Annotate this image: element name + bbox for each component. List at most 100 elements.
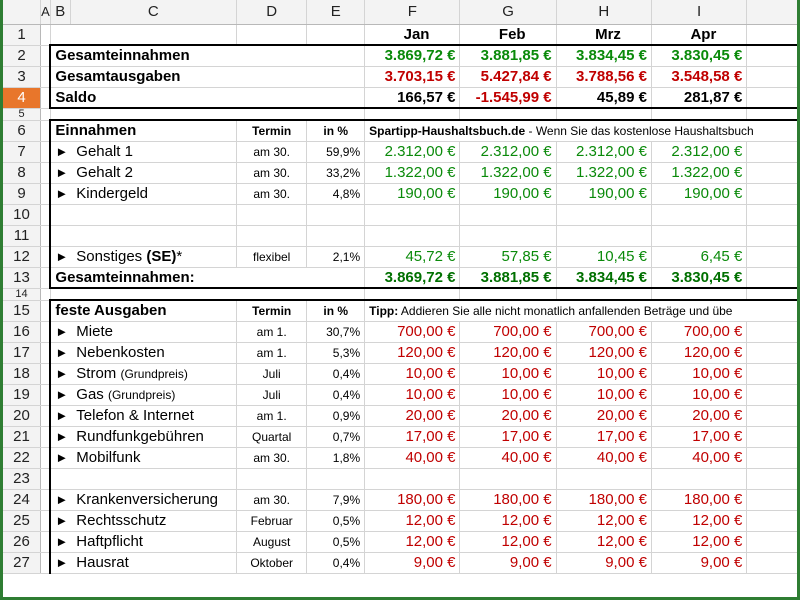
expense-cell[interactable]: 120,00 € (364, 342, 461, 364)
month-apr[interactable]: Apr (651, 24, 748, 46)
expense-row-pct[interactable]: 0,4% (306, 384, 366, 406)
expense-row-label[interactable]: ► Rundfunkgebühren (49, 426, 238, 448)
expense-cell[interactable]: 20,00 € (651, 405, 748, 427)
expense-cell[interactable]: 10,00 € (556, 363, 652, 385)
expense-cell[interactable]: 120,00 € (651, 342, 748, 364)
income-cell[interactable]: 190,00 € (459, 183, 557, 205)
expense-row-label[interactable]: ► Rechtsschutz (49, 510, 238, 532)
expense-cell[interactable]: 12,00 € (651, 510, 748, 532)
fixed-col-termin[interactable]: Termin (236, 299, 308, 322)
row-header-2[interactable]: 2 (3, 45, 42, 67)
expense-cell[interactable]: 40,00 € (556, 447, 652, 469)
expense-cell[interactable]: 10,00 € (651, 363, 748, 385)
row-header-8[interactable]: 8 (3, 162, 42, 184)
row-header-25[interactable]: 25 (3, 510, 42, 532)
income-total-cell[interactable]: 3.869,72 € (364, 267, 461, 289)
expense-cell[interactable]: 12,00 € (364, 531, 461, 553)
row-header-21[interactable]: 21 (3, 426, 42, 448)
income-cell[interactable]: 57,85 € (459, 246, 557, 268)
col-header-e[interactable]: E (306, 0, 366, 25)
income-cell[interactable]: 6,45 € (651, 246, 748, 268)
income-cell[interactable]: 190,00 € (651, 183, 748, 205)
expense-cell[interactable]: 20,00 € (459, 405, 557, 427)
expense-row-termin[interactable]: am 30. (236, 447, 308, 469)
expense-cell[interactable]: 700,00 € (364, 321, 461, 343)
expense-row-termin[interactable]: Quartal (236, 426, 308, 448)
income-other-label[interactable]: ► Sonstiges (SE)* (49, 246, 238, 268)
expense-row-pct[interactable]: 1,8% (306, 447, 366, 469)
income-row-label[interactable]: ► Kindergeld (49, 183, 238, 205)
expense-cell[interactable]: 10,00 € (459, 384, 557, 406)
row-header-17[interactable]: 17 (3, 342, 42, 364)
expense-cell[interactable]: 10,00 € (364, 363, 461, 385)
expense-row-label[interactable]: ► Krankenversicherung (49, 489, 238, 511)
col-header-j[interactable] (746, 0, 797, 25)
expense-cell[interactable]: 17,00 € (556, 426, 652, 448)
col-header-d[interactable]: D (236, 0, 308, 25)
col-header-b[interactable]: B (50, 0, 71, 25)
row-header-11[interactable]: 11 (3, 225, 42, 247)
income-cell[interactable]: 1.322,00 € (459, 162, 557, 184)
col-header-a[interactable]: A (40, 0, 51, 25)
summary-income-feb[interactable]: 3.881,85 € (459, 44, 557, 67)
income-cell[interactable]: 190,00 € (556, 183, 652, 205)
expense-cell[interactable]: 12,00 € (364, 510, 461, 532)
expense-row-termin[interactable]: am 30. (236, 489, 308, 511)
fixed-section-title[interactable]: feste Ausgaben (49, 299, 238, 322)
expense-cell[interactable]: 12,00 € (459, 510, 557, 532)
expense-cell[interactable]: 12,00 € (556, 531, 652, 553)
expense-cell[interactable]: 9,00 € (651, 552, 748, 574)
summary-income-label[interactable]: Gesamteinnahmen (49, 44, 366, 67)
income-total-cell[interactable]: 3.881,85 € (459, 267, 557, 289)
income-row-label[interactable]: ► Gehalt 2 (49, 162, 238, 184)
col-header-i[interactable]: I (651, 0, 748, 25)
expense-row-pct[interactable]: 0,7% (306, 426, 366, 448)
expense-row-pct[interactable]: 0,9% (306, 405, 366, 427)
expense-cell[interactable]: 700,00 € (459, 321, 557, 343)
expense-cell[interactable]: 20,00 € (364, 405, 461, 427)
expense-row-label[interactable]: ► Gas (Grundpreis) (49, 384, 238, 406)
income-row-termin[interactable]: am 30. (236, 183, 308, 205)
row-header-1[interactable]: 1 (3, 24, 42, 46)
summary-expense-jan[interactable]: 3.703,15 € (364, 66, 461, 88)
row-header-5[interactable]: 5 (3, 108, 42, 121)
income-row-label[interactable]: ► Gehalt 1 (49, 141, 238, 163)
expense-cell[interactable]: 9,00 € (364, 552, 461, 574)
summary-expense-apr[interactable]: 3.548,58 € (651, 66, 748, 88)
income-cell[interactable]: 190,00 € (364, 183, 461, 205)
row-header-19[interactable]: 19 (3, 384, 42, 406)
expense-cell[interactable]: 20,00 € (556, 405, 652, 427)
income-col-termin[interactable]: Termin (236, 119, 308, 142)
expense-cell[interactable]: 10,00 € (459, 363, 557, 385)
expense-cell[interactable]: 700,00 € (651, 321, 748, 343)
expense-row-termin[interactable]: am 1. (236, 321, 308, 343)
income-row-termin[interactable]: flexibel (236, 246, 308, 268)
summary-balance-feb[interactable]: -1.545,99 € (459, 87, 557, 109)
expense-cell[interactable]: 12,00 € (651, 531, 748, 553)
expense-row-pct[interactable]: 30,7% (306, 321, 366, 343)
col-header-c[interactable]: C (70, 0, 238, 25)
income-cell[interactable]: 2.312,00 € (364, 141, 461, 163)
expense-cell[interactable]: 9,00 € (556, 552, 652, 574)
row-header-7[interactable]: 7 (3, 141, 42, 163)
row-header-3[interactable]: 3 (3, 66, 42, 88)
income-cell[interactable]: 2.312,00 € (651, 141, 748, 163)
expense-cell[interactable]: 120,00 € (459, 342, 557, 364)
expense-row-termin[interactable]: Februar (236, 510, 308, 532)
expense-row-label[interactable]: ► Haftpflicht (49, 531, 238, 553)
month-jan[interactable]: Jan (364, 24, 461, 46)
expense-cell[interactable]: 10,00 € (651, 384, 748, 406)
expense-row-label[interactable]: ► Miete (49, 321, 238, 343)
expense-row-termin[interactable]: August (236, 531, 308, 553)
expense-row-pct[interactable]: 0,5% (306, 531, 366, 553)
income-row-pct[interactable]: 4,8% (306, 183, 366, 205)
expense-row-pct[interactable]: 0,5% (306, 510, 366, 532)
month-mrz[interactable]: Mrz (556, 24, 652, 46)
col-header-h[interactable]: H (556, 0, 652, 25)
income-row-pct[interactable]: 59,9% (306, 141, 366, 163)
summary-income-apr[interactable]: 3.830,45 € (651, 44, 748, 67)
expense-cell[interactable]: 180,00 € (459, 489, 557, 511)
row-header-27[interactable]: 27 (3, 552, 42, 574)
expense-row-pct[interactable]: 7,9% (306, 489, 366, 511)
income-cell[interactable]: 2.312,00 € (556, 141, 652, 163)
